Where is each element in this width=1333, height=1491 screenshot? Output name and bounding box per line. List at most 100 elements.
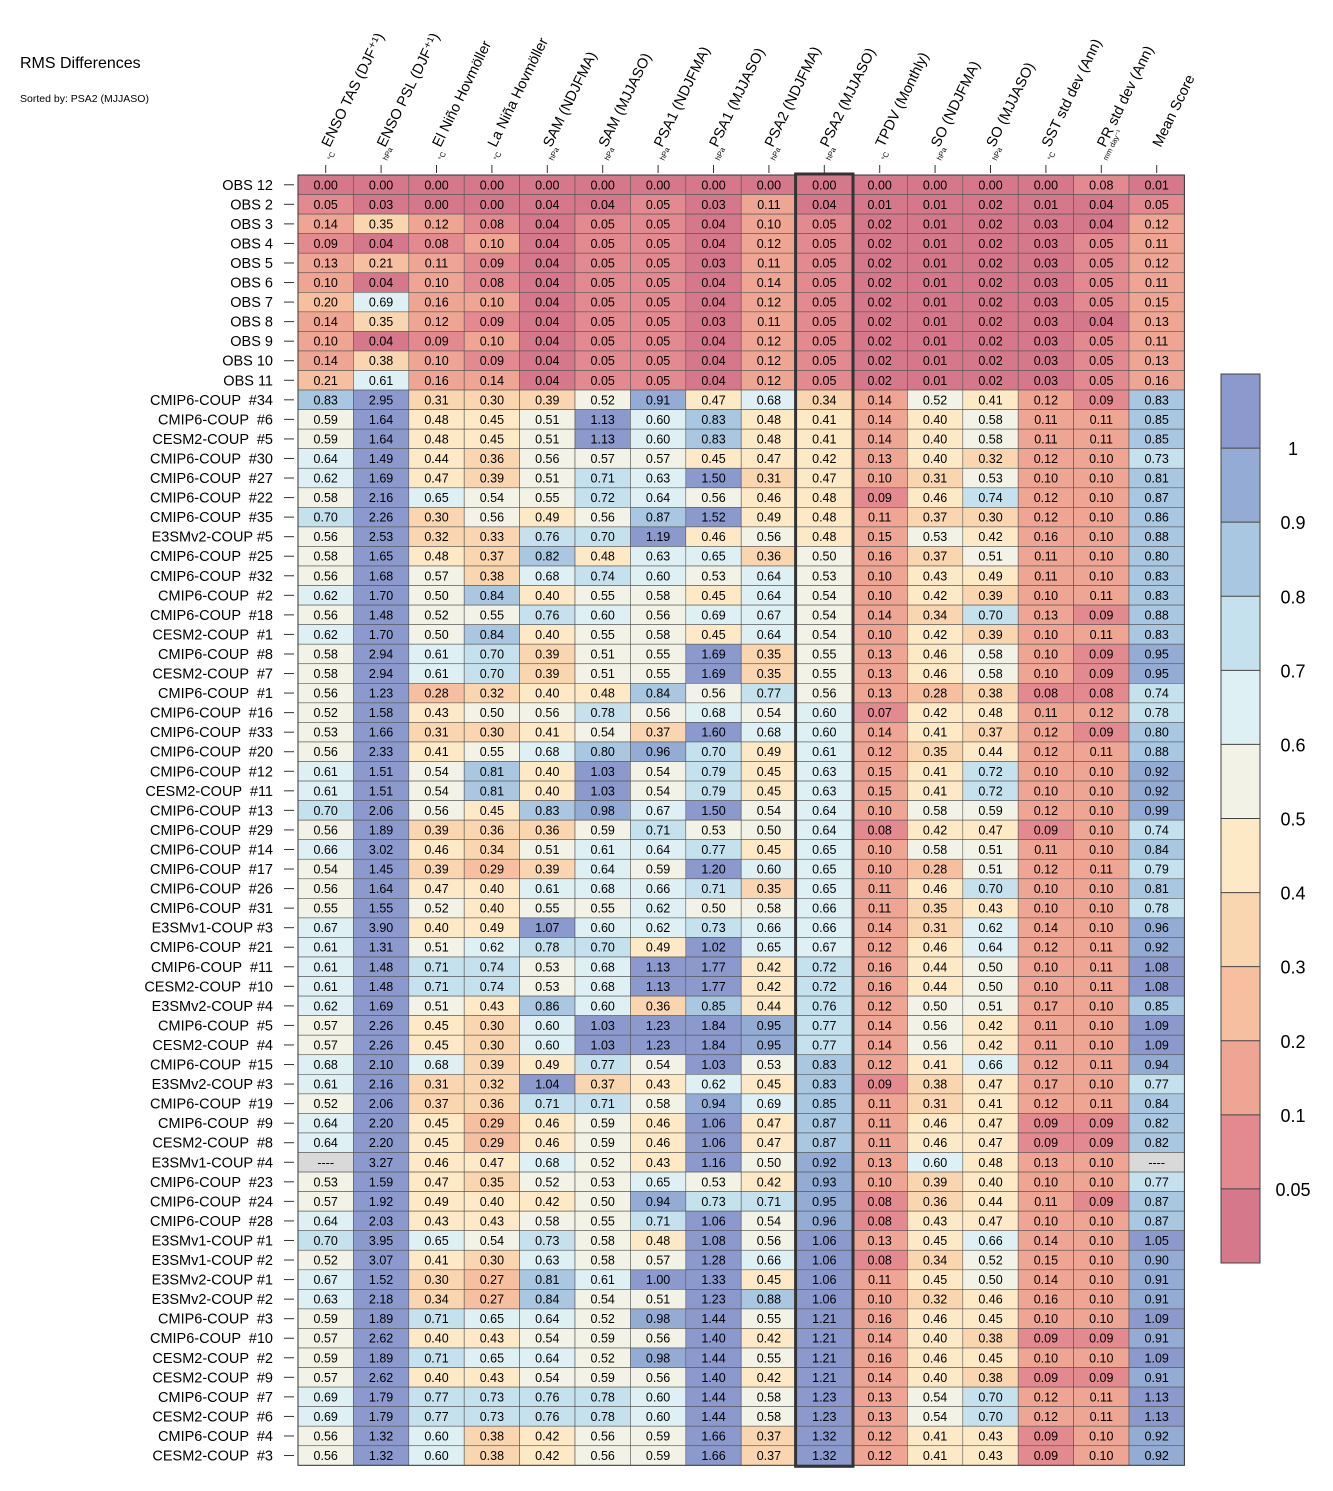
cell-value: 1.44: [701, 1351, 725, 1365]
cell-value: 0.00: [868, 178, 892, 192]
cell-value: 0.45: [424, 1019, 448, 1033]
cell-value: 0.64: [646, 843, 670, 857]
cell-value: 0.00: [701, 178, 725, 192]
cell-value: 0.04: [535, 335, 559, 349]
cell-value: 0.36: [923, 1195, 947, 1209]
cell-value: 2.16: [369, 491, 393, 505]
cell-value: 0.60: [757, 863, 781, 877]
cell-value: 0.56: [757, 1234, 781, 1248]
cell-value: 0.91: [1145, 1371, 1169, 1385]
cell-value: 0.35: [369, 217, 393, 231]
cell-value: 0.05: [591, 217, 615, 231]
cell-value: 0.54: [923, 1410, 947, 1424]
cell-value: 1.13: [1145, 1410, 1169, 1424]
cell-value: 0.44: [978, 1195, 1002, 1209]
cell-value: 0.43: [646, 1156, 670, 1170]
cell-value: 0.04: [535, 256, 559, 270]
cell-value: 0.88: [1145, 745, 1169, 759]
cell-value: 1.64: [369, 882, 393, 896]
cell-value: 0.71: [646, 1214, 670, 1228]
cell-value: 1.32: [369, 1449, 393, 1463]
cell-value: 0.48: [424, 413, 448, 427]
cell-value: 0.87: [646, 511, 670, 525]
colorbar-tick-label: 0.05: [1275, 1180, 1310, 1200]
cell-value: 0.02: [868, 374, 892, 388]
cell-value: 0.31: [923, 1097, 947, 1111]
cell-value: 0.09: [1089, 1371, 1113, 1385]
column-unit: °C: [492, 150, 504, 162]
cell-value: 0.21: [314, 374, 338, 388]
cell-value: 0.46: [923, 941, 947, 955]
cell-value: 1.06: [812, 1273, 836, 1287]
cell-value: 2.26: [369, 1038, 393, 1052]
cell-value: 0.39: [424, 823, 448, 837]
cell-value: 0.63: [314, 1293, 338, 1307]
cell-value: 0.05: [591, 374, 615, 388]
cell-value: 0.52: [535, 1175, 559, 1189]
cell-value: 0.04: [369, 237, 393, 251]
cell-value: 0.10: [1034, 472, 1058, 486]
cell-value: 0.56: [314, 745, 338, 759]
cell-value: 0.47: [701, 393, 725, 407]
cell-value: 0.50: [923, 999, 947, 1013]
cell-value: 0.11: [1145, 237, 1168, 251]
cell-value: 0.57: [591, 452, 615, 466]
cell-value: 0.00: [314, 178, 338, 192]
column-label: ENSO PSL (DJF⁺¹): [374, 31, 443, 150]
cell-value: 0.04: [535, 198, 559, 212]
cell-value: 0.17: [1034, 1078, 1058, 1092]
cell-value: 1.52: [369, 1273, 393, 1287]
cell-value: 0.58: [978, 432, 1002, 446]
cell-value: 0.10: [1034, 647, 1058, 661]
cell-value: 0.70: [480, 667, 504, 681]
cell-value: 0.10: [1089, 472, 1113, 486]
cell-value: 0.02: [868, 237, 892, 251]
cell-value: 0.14: [314, 315, 338, 329]
cell-value: 0.56: [424, 804, 448, 818]
cell-value: 0.05: [1089, 354, 1113, 368]
cell-value: 1.21: [812, 1312, 836, 1326]
column-label: PSA1 (MJJASO): [707, 46, 769, 150]
cell-value: 0.10: [1089, 1351, 1113, 1365]
cell-value: 0.12: [757, 374, 781, 388]
row-label: CMIP6-COUP #3: [158, 1312, 273, 1328]
cell-value: 0.96: [1145, 921, 1169, 935]
cell-value: 0.00: [923, 178, 947, 192]
cell-value: 0.55: [480, 608, 504, 622]
row-label: CMIP6-COUP #6: [158, 412, 273, 428]
cell-value: 0.68: [535, 745, 559, 759]
row-label: CMIP6-COUP #19: [150, 1097, 273, 1113]
cell-value: 1.16: [701, 1156, 725, 1170]
cell-value: 0.39: [424, 863, 448, 877]
cell-value: 0.32: [978, 452, 1002, 466]
cell-value: 0.10: [1034, 667, 1058, 681]
cell-value: 0.01: [923, 296, 947, 310]
cell-value: 0.42: [923, 628, 947, 642]
cell-value: 0.37: [923, 550, 947, 564]
cell-value: 0.00: [812, 178, 836, 192]
cell-value: 0.48: [812, 491, 836, 505]
cell-value: 0.36: [480, 823, 504, 837]
cell-value: 0.77: [424, 1410, 448, 1424]
cell-value: 0.03: [701, 256, 725, 270]
cell-value: 0.04: [535, 237, 559, 251]
cell-value: 0.16: [424, 374, 448, 388]
cell-value: 0.11: [1090, 941, 1113, 955]
cell-value: 0.40: [480, 882, 504, 896]
cell-value: 0.10: [424, 276, 448, 290]
row-label: CMIP6-COUP #33: [150, 725, 273, 741]
row-label: CESM2-COUP #3: [152, 1449, 273, 1465]
cell-value: 0.36: [757, 550, 781, 564]
cell-value: 0.02: [978, 354, 1002, 368]
cell-value: 0.71: [701, 882, 725, 896]
cell-value: 0.30: [480, 1038, 504, 1052]
row-label: OBS 9: [230, 334, 273, 350]
cell-value: 0.10: [1089, 1019, 1113, 1033]
cell-value: 0.70: [978, 882, 1002, 896]
cell-value: 0.10: [1089, 999, 1113, 1013]
cell-value: 0.83: [1145, 628, 1169, 642]
colorbar-tick-label: 0.1: [1280, 1106, 1305, 1126]
cell-value: 0.47: [978, 823, 1002, 837]
cell-value: 0.92: [812, 1156, 836, 1170]
cell-value: 0.76: [812, 999, 836, 1013]
